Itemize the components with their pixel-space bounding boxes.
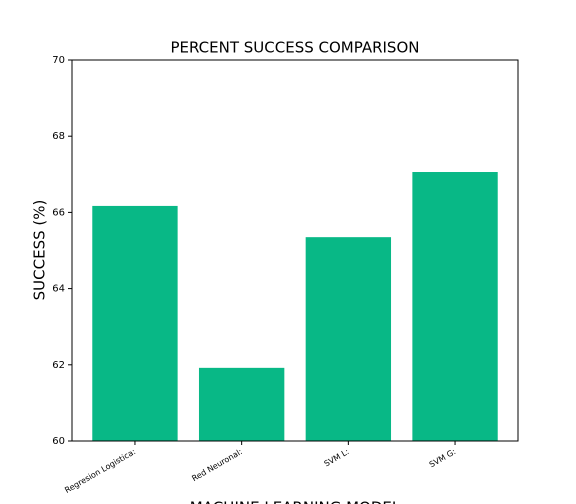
- x-tick-label: Regresion Logistica:: [63, 447, 137, 495]
- y-tick-label: 62: [52, 360, 65, 371]
- bar: [198, 367, 285, 441]
- x-tick-label: SVM G:: [428, 447, 458, 469]
- y-tick-label: 68: [52, 131, 65, 142]
- x-tick-label: SVM L:: [323, 447, 351, 468]
- y-tick-label: 60: [52, 436, 65, 447]
- chart-title: PERCENT SUCCESS COMPARISON: [170, 39, 419, 57]
- bar: [92, 205, 178, 441]
- bar: [412, 172, 498, 442]
- y-tick-label: 66: [52, 207, 65, 218]
- plot-frame: [71, 59, 519, 442]
- bar: [305, 237, 392, 441]
- x-tick-label: Red Neuronal:: [190, 447, 244, 483]
- x-axis-label: MACHINE LEARNING MODEL: [190, 499, 401, 504]
- y-tick-label: 70: [52, 55, 65, 66]
- y-axis-label: SUCCESS (%): [31, 200, 49, 301]
- y-tick-label: 64: [52, 284, 65, 295]
